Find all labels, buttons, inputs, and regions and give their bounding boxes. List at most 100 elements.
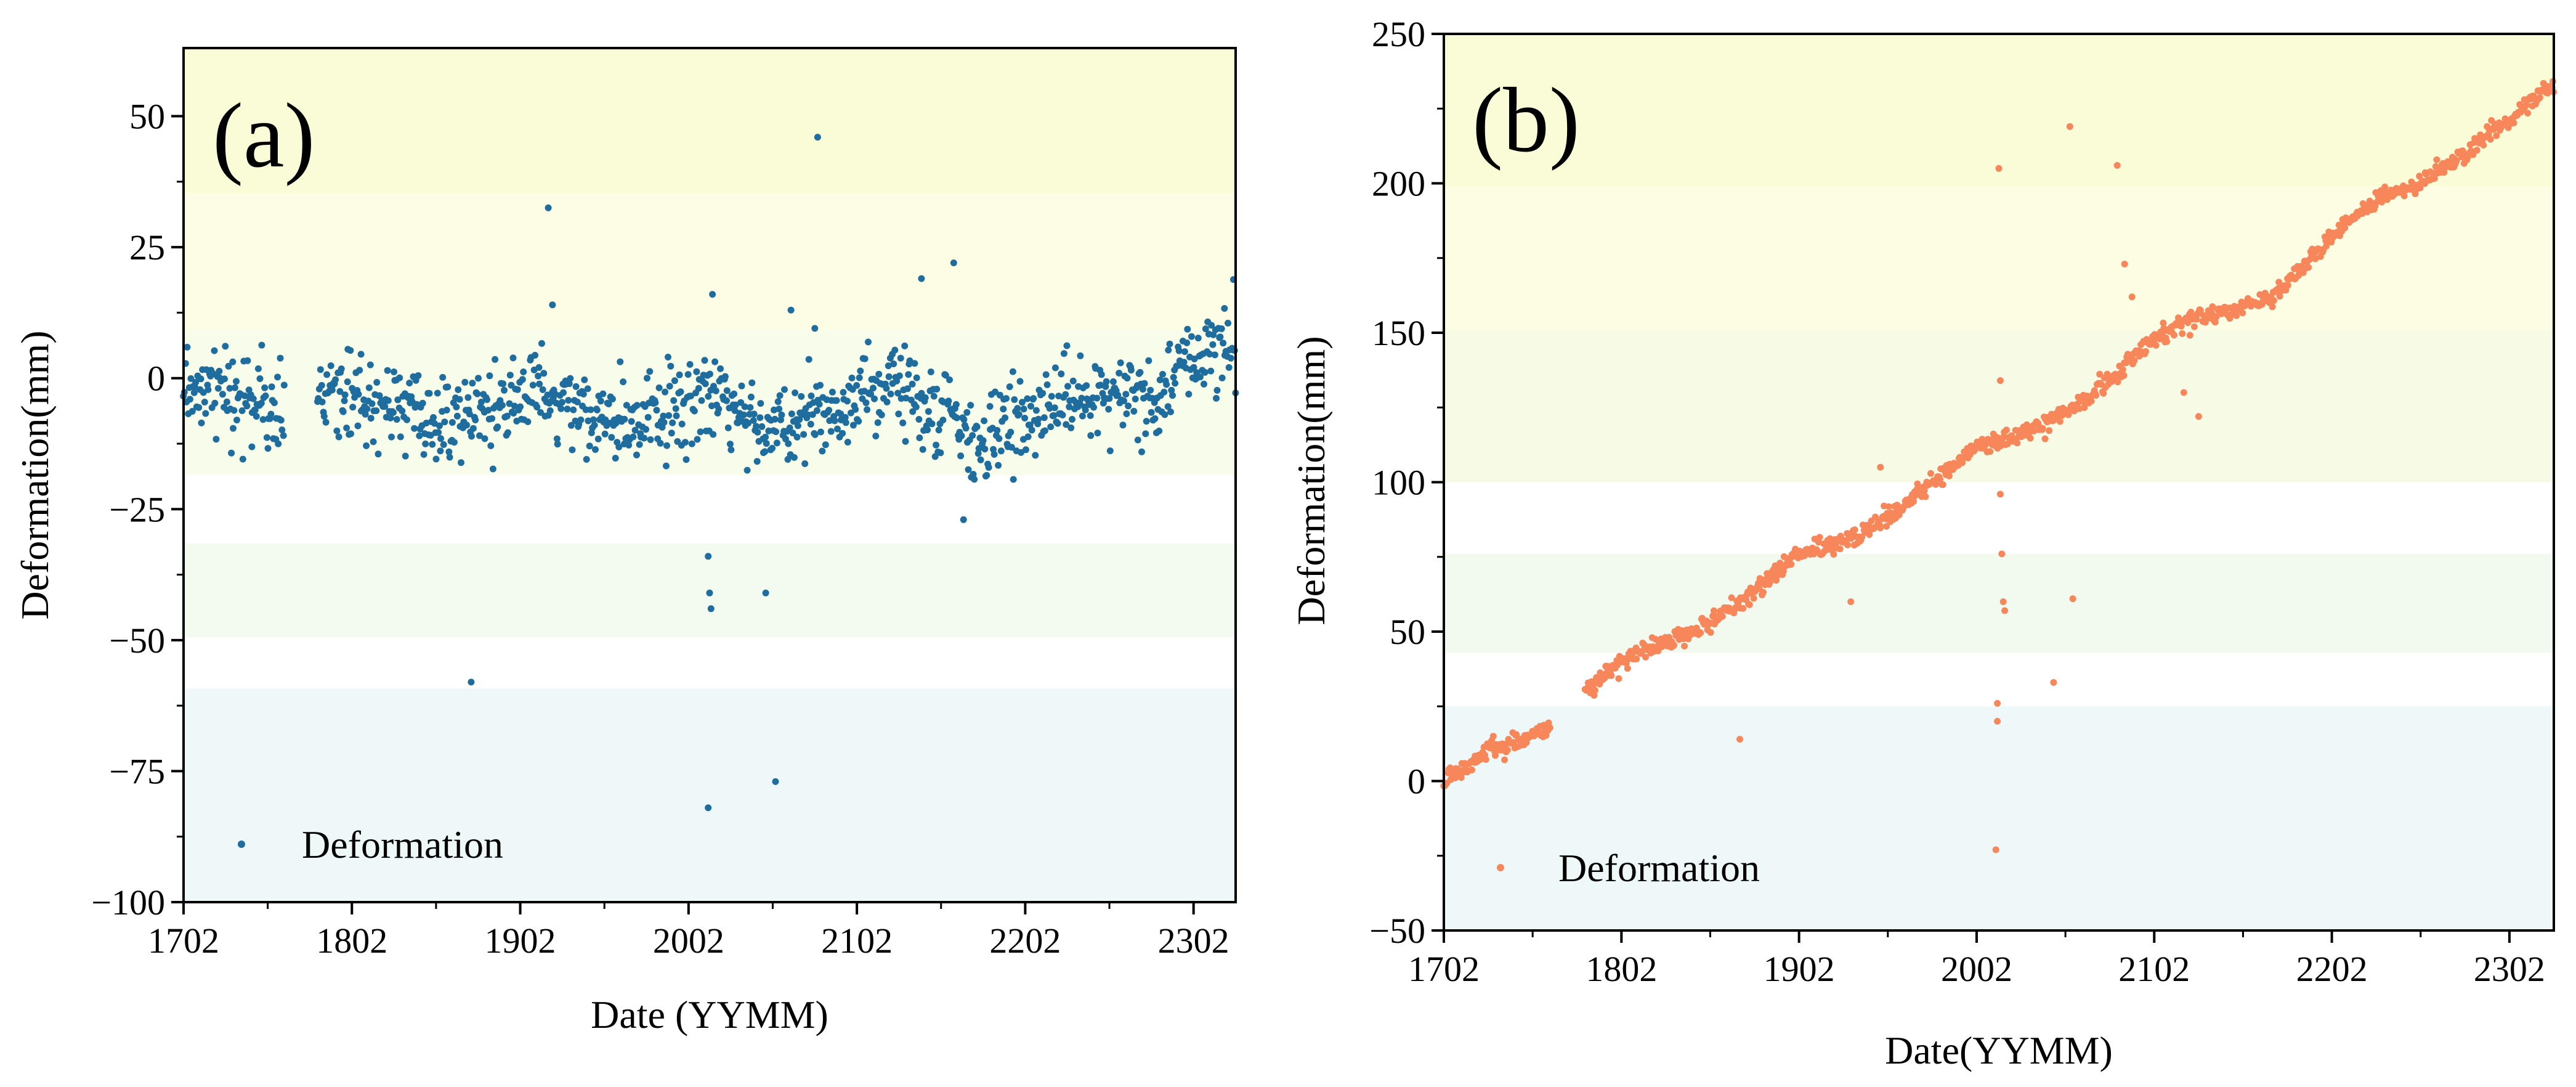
data-point <box>1138 448 1145 455</box>
y-tick-label: 100 <box>1372 463 1425 503</box>
data-point <box>336 388 344 395</box>
data-point-outlier <box>706 589 713 596</box>
data-point <box>2014 439 2021 447</box>
panel-b: 1702 1802 1902 2002 2102 2202 2302 250 200 150 10… <box>1289 14 2557 1072</box>
data-point <box>945 397 952 405</box>
data-point <box>1117 359 1124 367</box>
data-point <box>1143 418 1150 425</box>
data-point <box>256 375 264 382</box>
data-point <box>2505 124 2512 131</box>
y-tick-label: 0 <box>147 359 165 399</box>
data-point-outlier <box>468 678 475 686</box>
data-point <box>1816 534 1823 541</box>
data-point <box>625 441 633 449</box>
data-point <box>1168 386 1175 394</box>
data-point <box>435 422 443 430</box>
data-point <box>2536 94 2543 101</box>
data-point <box>192 378 200 386</box>
data-point <box>726 441 734 448</box>
data-point <box>710 431 717 438</box>
data-point <box>772 428 780 436</box>
data-point <box>373 379 381 386</box>
data-point-outlier <box>762 589 769 596</box>
data-point <box>485 407 492 414</box>
data-point <box>1050 412 1058 419</box>
data-point <box>839 430 846 437</box>
data-point <box>1078 394 1085 402</box>
data-point <box>970 471 977 478</box>
data-point <box>915 416 923 423</box>
data-point <box>263 434 270 441</box>
data-point <box>565 397 572 404</box>
data-point <box>1010 476 1017 483</box>
data-point <box>1750 595 1757 602</box>
data-point <box>190 389 198 396</box>
data-point <box>997 447 1005 455</box>
data-point <box>957 452 965 460</box>
data-point <box>2312 255 2319 263</box>
data-point <box>264 445 272 452</box>
x-tick-label: 1702 <box>148 921 219 961</box>
data-point <box>1608 672 1615 679</box>
data-point <box>712 387 719 394</box>
data-point <box>962 425 970 432</box>
data-point <box>487 442 495 449</box>
data-point <box>376 392 383 399</box>
data-point <box>662 388 669 396</box>
data-point <box>1079 412 1086 420</box>
data-point <box>612 455 619 462</box>
data-point <box>597 397 604 405</box>
data-point <box>201 399 208 405</box>
data-point-outlier <box>709 291 716 298</box>
data-point <box>852 405 859 413</box>
data-point <box>918 389 925 397</box>
data-point <box>186 396 193 403</box>
y-tick-label: 250 <box>1372 14 1425 54</box>
data-point <box>592 446 599 453</box>
data-point <box>788 410 795 418</box>
data-point <box>994 426 1001 434</box>
data-point <box>1116 370 1123 377</box>
x-tick-label: 2302 <box>2474 949 2545 989</box>
data-point <box>874 419 881 426</box>
data-point <box>599 390 607 397</box>
data-point <box>930 393 938 400</box>
background-band <box>184 193 1236 330</box>
data-point <box>591 421 598 429</box>
data-point <box>711 358 719 365</box>
data-point <box>939 417 947 424</box>
data-point <box>670 397 678 404</box>
data-point <box>536 380 543 388</box>
data-point <box>510 410 517 417</box>
data-point <box>953 414 960 421</box>
panel-a-y-axis-title: Deformation(mm) <box>13 330 57 619</box>
data-point <box>504 429 511 436</box>
data-point <box>960 416 968 423</box>
data-point <box>702 380 709 388</box>
data-point <box>594 435 602 442</box>
data-point <box>817 381 824 389</box>
data-point <box>1504 746 1511 754</box>
data-point <box>840 389 847 396</box>
data-point <box>1220 340 1227 347</box>
data-point <box>665 412 673 419</box>
data-point <box>435 429 442 436</box>
data-point <box>318 381 325 389</box>
data-point <box>1227 354 1234 362</box>
data-point <box>221 375 228 383</box>
data-point <box>368 400 376 407</box>
data-point <box>2142 348 2149 355</box>
data-point <box>1103 378 1110 385</box>
data-point <box>390 409 397 416</box>
data-point <box>349 404 357 411</box>
x-tick-label: 1902 <box>485 921 556 961</box>
data-point <box>1225 364 1233 371</box>
data-point <box>474 390 481 397</box>
data-point <box>402 452 409 460</box>
data-point <box>211 399 219 407</box>
panel-b-x-axis-title: Date(YYMM) <box>1885 1028 2113 1072</box>
data-point <box>942 372 949 379</box>
data-point <box>935 426 942 434</box>
data-point <box>792 389 799 396</box>
data-point <box>486 372 493 380</box>
